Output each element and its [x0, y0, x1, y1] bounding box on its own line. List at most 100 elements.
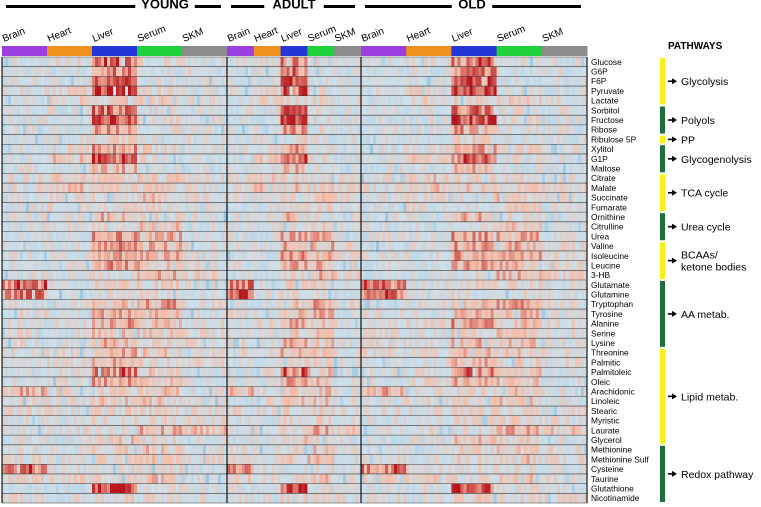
heatmap-cell — [128, 105, 132, 116]
heatmap-cell — [29, 435, 33, 446]
heatmap-cell — [227, 454, 231, 465]
heatmap-cell — [232, 57, 237, 67]
heatmap-cell — [17, 202, 21, 213]
heatmap-cell — [161, 270, 165, 281]
heatmap-cell — [280, 454, 284, 465]
heatmap-cell — [200, 347, 204, 358]
heatmap-cell — [164, 425, 168, 436]
heatmap-cell — [194, 144, 198, 155]
heatmap-cell — [298, 280, 302, 290]
heatmap-cell — [140, 493, 144, 504]
heatmap-cell — [62, 57, 66, 67]
heatmap-cell — [188, 221, 192, 232]
heatmap-cell — [74, 134, 78, 145]
heatmap-cell — [11, 241, 15, 252]
heatmap-cell — [179, 386, 183, 397]
heatmap-cell — [274, 115, 278, 126]
heatmap-cell — [146, 328, 150, 339]
heatmap-cell — [35, 289, 39, 300]
heatmap-cell — [232, 318, 237, 329]
heatmap-cell — [113, 415, 117, 426]
heatmap-cell — [101, 376, 105, 387]
heatmap-cell — [250, 406, 255, 416]
heatmap-cell — [35, 483, 39, 494]
heatmap-cell — [232, 299, 237, 310]
heatmap-cell — [203, 280, 207, 290]
heatmap-cell — [316, 280, 320, 290]
heatmap-cell — [128, 299, 132, 310]
heatmap-cell — [194, 299, 198, 310]
heatmap-cell — [107, 221, 111, 232]
heatmap-cell — [23, 347, 27, 358]
heatmap-cell — [221, 124, 225, 135]
heatmap-cell — [313, 386, 317, 397]
heatmap-cell — [268, 415, 272, 426]
heatmap-cell — [304, 328, 308, 339]
heatmap-cell — [26, 357, 30, 368]
heatmap-cell — [271, 454, 275, 465]
heatmap-cell — [59, 144, 63, 155]
heatmap-cell — [227, 309, 231, 319]
heatmap-cell — [319, 425, 323, 436]
heatmap-cell — [134, 66, 138, 77]
heatmap-cell — [77, 86, 81, 96]
heatmap-cell — [298, 309, 302, 319]
heatmap-cell — [146, 338, 150, 349]
heatmap-cell — [155, 86, 159, 96]
heatmap-cell — [221, 444, 225, 455]
heatmap-cell — [191, 435, 195, 446]
heatmap-cell — [182, 367, 186, 378]
heatmap-cell — [322, 183, 326, 193]
heatmap-cell — [167, 212, 171, 223]
heatmap-cell — [256, 124, 261, 135]
heatmap-cell — [200, 406, 204, 416]
heatmap-cell — [185, 299, 189, 310]
heatmap-cell — [44, 95, 48, 106]
heatmap-cell — [221, 86, 225, 96]
heatmap-cell — [104, 270, 108, 281]
heatmap-cell — [301, 464, 305, 475]
heatmap-cell — [17, 444, 21, 455]
heatmap-cell — [68, 386, 72, 397]
heatmap-cell — [277, 454, 281, 465]
heatmap-cell — [271, 396, 275, 407]
heatmap-cell — [59, 57, 63, 67]
heatmap-cell — [197, 173, 201, 184]
heatmap-cell — [92, 76, 96, 87]
heatmap-cell — [41, 309, 45, 319]
heatmap-cell — [253, 483, 258, 494]
heatmap-cell — [227, 105, 231, 116]
heatmap-cell — [283, 328, 287, 339]
heatmap-cell — [238, 202, 243, 213]
heatmap-cell — [197, 270, 201, 281]
heatmap-cell — [32, 115, 36, 126]
heatmap-cell — [206, 280, 210, 290]
heatmap-cell — [83, 309, 87, 319]
heatmap-cell — [316, 454, 320, 465]
heatmap-cell — [47, 309, 51, 319]
heatmap-cell — [86, 192, 90, 203]
heatmap-cell — [229, 454, 234, 465]
heatmap-cell — [122, 473, 126, 484]
heatmap-cell — [197, 163, 201, 174]
heatmap-cell — [92, 231, 96, 242]
heatmap-cell — [104, 260, 108, 271]
heatmap-cell — [158, 260, 162, 271]
heatmap-cell — [298, 270, 302, 281]
heatmap-cell — [98, 270, 102, 281]
heatmap-cell — [32, 105, 36, 116]
heatmap-cell — [244, 153, 249, 164]
heatmap-cell — [298, 86, 302, 96]
heatmap-cell — [191, 163, 195, 174]
heatmap-cell — [146, 221, 150, 232]
heatmap-cell — [119, 483, 123, 494]
heatmap-cell — [155, 444, 159, 455]
heatmap-cell — [232, 231, 237, 242]
heatmap-cell — [227, 473, 231, 484]
heatmap-cell — [253, 134, 258, 145]
heatmap-cell — [110, 270, 114, 281]
group-headers: YOUNG ADULT OLD — [6, 0, 581, 12]
heatmap-cell — [101, 493, 105, 504]
heatmap-cell — [161, 425, 165, 436]
heatmap-cell — [185, 367, 189, 378]
